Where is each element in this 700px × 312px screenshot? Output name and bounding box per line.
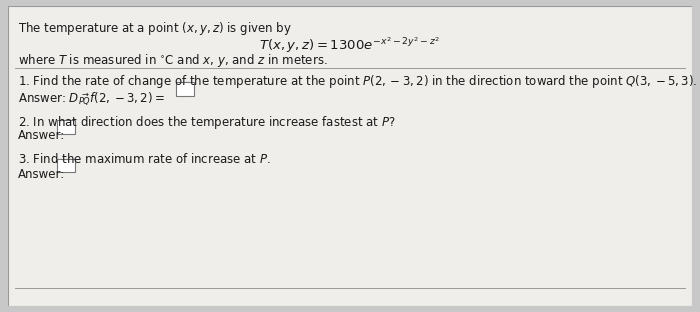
Text: The temperature at a point $(x, y, z)$ is given by: The temperature at a point $(x, y, z)$ i…: [18, 20, 292, 37]
Text: 2. In what direction does the temperature increase fastest at $P$?: 2. In what direction does the temperatur…: [18, 114, 395, 131]
Bar: [57, 120, 75, 134]
Text: Answer:: Answer:: [18, 168, 65, 181]
Text: 1. Find the rate of change of the temperature at the point $P(2,-3,2)$ in the di: 1. Find the rate of change of the temper…: [18, 73, 698, 90]
Bar: [176, 82, 194, 95]
Text: Answer:: Answer:: [18, 129, 65, 142]
Text: 3. Find the maximum rate of increase at $P$.: 3. Find the maximum rate of increase at …: [18, 152, 271, 166]
Text: where $T$ is measured in $^{\circ}$C and $x$, $y$, and $z$ in meters.: where $T$ is measured in $^{\circ}$C and…: [18, 52, 328, 69]
Text: Answer: $D_{\overrightarrow{PQ}}f(2,-3,2) =$: Answer: $D_{\overrightarrow{PQ}}f(2,-3,2…: [18, 91, 165, 107]
Bar: [57, 159, 75, 172]
Text: $T(x, y, z) = 1300e^{-x^{2}-2y^{2}-z^{2}}$: $T(x, y, z) = 1300e^{-x^{2}-2y^{2}-z^{2}…: [260, 35, 440, 55]
